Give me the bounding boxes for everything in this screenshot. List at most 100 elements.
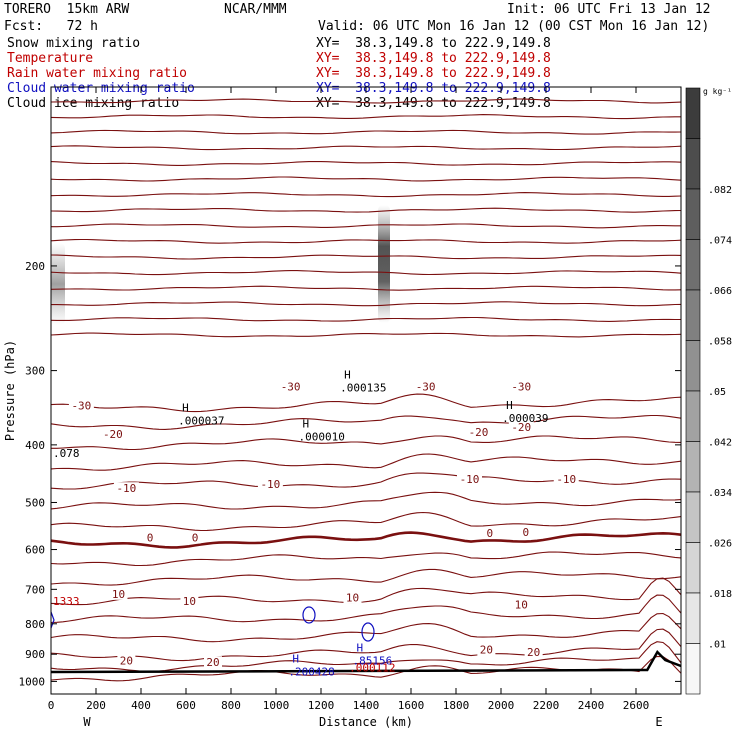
isotherm-label: 20: [120, 654, 133, 667]
isotherm-line: [50, 316, 681, 322]
org-label: NCAR/MMM: [224, 2, 287, 17]
y-tick-label: 800: [25, 618, 45, 631]
isotherm-line: [50, 129, 682, 135]
colorbar-segment: [685, 491, 701, 543]
colorbar-segment: [685, 390, 701, 442]
colorbar-label: .082: [708, 185, 732, 196]
isotherm-line: [50, 568, 682, 586]
isotherm-label-bg: [204, 656, 222, 669]
isotherm-line: [50, 594, 682, 624]
isotherm-label-bg: [457, 472, 482, 485]
y-tick-label: 700: [25, 583, 45, 596]
y-tick-label: 900: [25, 648, 45, 661]
isotherm-label: -20: [511, 421, 531, 434]
extremum-value: .078: [53, 447, 80, 460]
colorbar-segment: [685, 542, 701, 594]
isotherm-label: 0: [147, 532, 154, 545]
extremum-value: .000010: [299, 430, 345, 443]
isotherm-label-bg: [413, 380, 439, 393]
isotherm-label: -10: [556, 473, 576, 486]
isotherm-label: -20: [103, 428, 123, 441]
x-tick-label: 200: [86, 699, 106, 712]
isotherm-label: 20: [480, 644, 493, 657]
x-tick-label: 1400: [353, 699, 380, 712]
isotherm-label: 10: [346, 591, 359, 604]
x-tick-label: 1000: [263, 699, 290, 712]
isotherm-label-bg: [68, 399, 94, 412]
isotherm-label: 20: [206, 656, 219, 669]
isotherm-line: [51, 223, 681, 229]
isotherm-line: [50, 628, 682, 662]
x-tick-label: 2200: [533, 699, 560, 712]
colorbar-segment: [685, 340, 701, 392]
isotherm-line: [50, 414, 682, 430]
isotherm-label-bg: [524, 645, 543, 658]
isotherm-label-bg: [343, 591, 362, 604]
isotherm-label-bg: [100, 428, 126, 441]
isotherm-line: [50, 472, 682, 490]
extremum-mark: H: [357, 642, 364, 655]
extremum-value: 1333: [53, 595, 80, 608]
colorbar-segment: [685, 138, 701, 190]
isotherm-line: [50, 612, 682, 643]
extremum-value: .85156: [353, 655, 393, 668]
field-name-rain: Rain water mixing ratio: [7, 66, 188, 81]
isotherm-label: -20: [469, 426, 489, 439]
x-tick-label: 400: [131, 699, 151, 712]
isotherm-line: [50, 145, 682, 151]
extremum-value: .200428: [288, 666, 334, 679]
isotherm-label: -30: [71, 400, 91, 413]
colorbar-label: .026: [708, 539, 732, 550]
init-time: Init: 06 UTC Fri 13 Jan 12: [507, 2, 711, 17]
field-name-cloud-water: Cloud water mixing ratio: [7, 81, 195, 96]
isotherm-line: [50, 238, 682, 244]
isotherm-line: [50, 114, 681, 120]
isotherm-label-bg: [257, 477, 283, 490]
extremum-value: .000037: [178, 415, 224, 428]
isotherm-line: [50, 453, 682, 471]
terrain-line: [50, 649, 682, 674]
extremum-mark: H: [303, 417, 310, 430]
isotherm-line: [50, 332, 682, 338]
isotherm-line: [50, 98, 682, 104]
isotherm-label: -30: [511, 380, 531, 393]
colorbar-segment: [685, 239, 701, 291]
y-axis-label: Pressure (hPa): [3, 340, 17, 441]
isotherm-line: [50, 207, 682, 213]
colorbar-segment: [685, 188, 701, 240]
isotherm-line: [50, 254, 682, 260]
colorbar-label: .034: [708, 488, 732, 499]
extremum-mark: H: [182, 402, 189, 415]
colorbar-segment: [685, 592, 701, 644]
isotherm-line: [50, 285, 682, 291]
isotherm-label-bg: [113, 482, 139, 495]
isotherm-label-bg: [477, 643, 496, 656]
cloud-water-contour: [361, 622, 375, 642]
snow-shading-column: [378, 205, 390, 323]
isotherm-label: 20: [527, 646, 540, 659]
x-tick-label: 1600: [398, 699, 425, 712]
isotherm-line: [50, 160, 682, 166]
colorbar-label: .066: [708, 286, 732, 297]
colorbar-label: .05: [708, 387, 726, 398]
cloud-water-contour: [302, 606, 316, 624]
isotherm-label: 0: [522, 526, 529, 539]
isotherm-label: 10: [183, 595, 196, 608]
field-name-temperature: Temperature: [7, 51, 94, 66]
isotherm-label-bg: [508, 380, 534, 393]
extremum-value: .000135: [340, 382, 386, 395]
y-tick-label: 200: [25, 260, 45, 273]
colorbar-label: .018: [708, 589, 732, 600]
isotherm-label: 0: [486, 527, 493, 540]
isotherm-line: [50, 491, 682, 510]
valid-time: Valid: 06 UTC Mon 16 Jan 12 (00 CST Mon …: [318, 19, 710, 34]
extremum-mark: H: [292, 653, 299, 666]
isotherm-label-bg: [144, 531, 156, 544]
field-name-snow: Snow mixing ratio: [7, 36, 141, 51]
isotherm-line: [51, 435, 682, 451]
field-xy-cloud-ice: XY= 38.3,149.8 to 222.9,149.8: [316, 96, 551, 111]
isotherm-line: [50, 531, 682, 549]
isotherm-label: 10: [515, 598, 528, 611]
isotherm-label-bg: [512, 598, 531, 611]
